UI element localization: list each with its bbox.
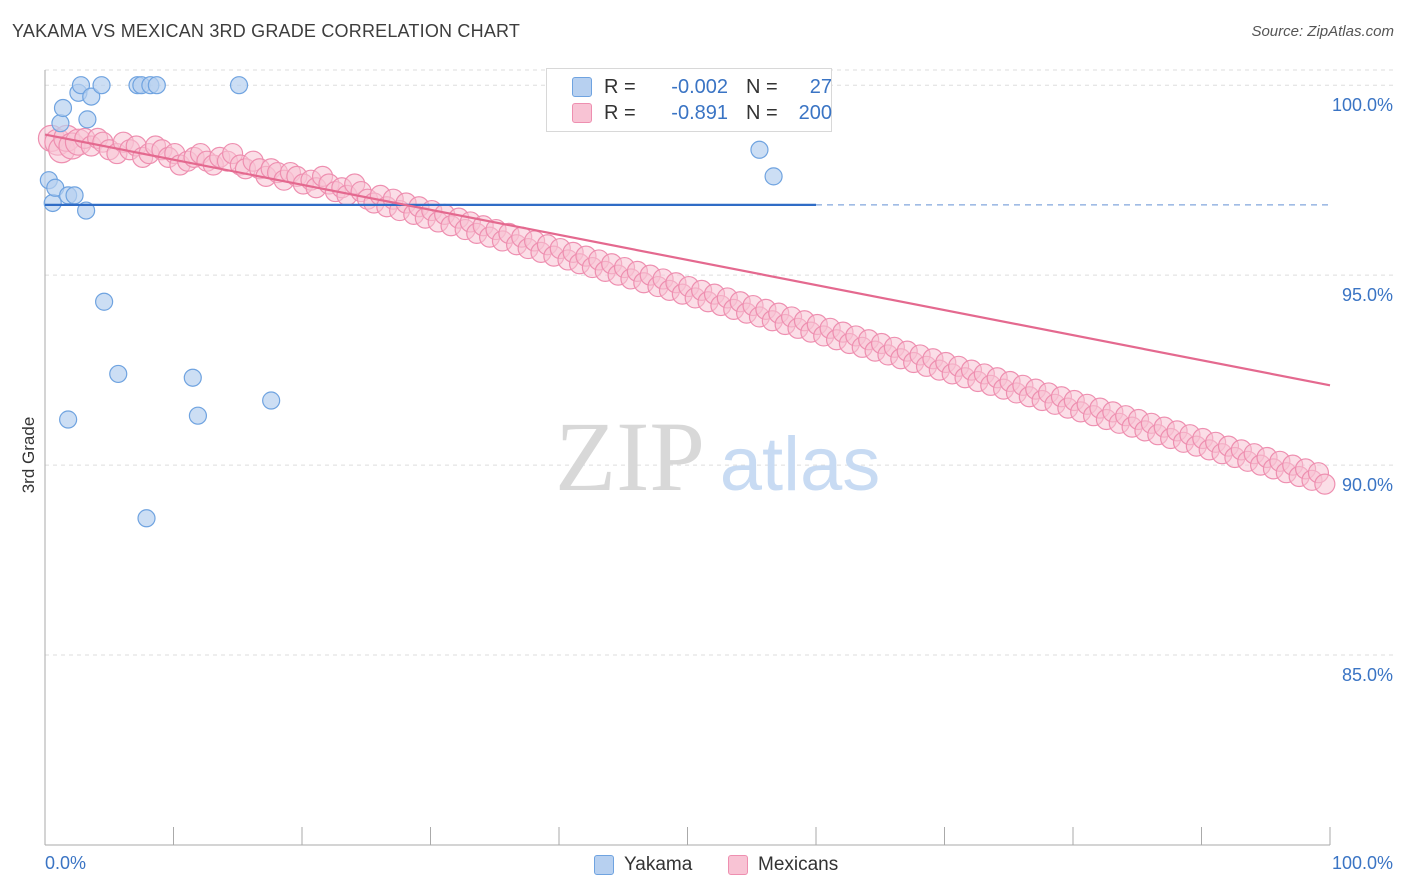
yakama-point xyxy=(95,292,114,311)
legend-r-label: R = xyxy=(604,101,636,124)
x-tick-label: 100.0% xyxy=(1332,853,1393,873)
legend-row-mexicans: R = -0.891 N = 200 xyxy=(547,100,832,126)
yakama-point xyxy=(147,76,166,95)
yakama-point xyxy=(77,201,96,220)
y-tick-label: 100.0% xyxy=(1332,95,1393,115)
yakama-point xyxy=(65,186,84,205)
yakama-point xyxy=(71,76,91,95)
bottom-legend-label-mexicans: Mexicans xyxy=(758,854,839,875)
legend-swatch-yakama xyxy=(572,77,592,97)
mexicans-point xyxy=(1314,473,1336,495)
yakama-point xyxy=(53,98,73,118)
yakama-point xyxy=(109,364,128,384)
yakama-point xyxy=(43,193,62,213)
legend-r-label: R = xyxy=(604,75,636,98)
bottom-swatch-mexicans xyxy=(728,855,748,875)
y-tick-label: 90.0% xyxy=(1342,475,1393,495)
legend-n-label: N = xyxy=(746,75,778,98)
yakama-point xyxy=(59,410,78,429)
yakama-point xyxy=(78,110,97,129)
legend-swatch-mexicans xyxy=(572,103,592,123)
trend-lines xyxy=(44,133,1331,387)
stats-legend: R = -0.002 N = 27 R = -0.891 N = 200 xyxy=(546,68,832,132)
tick-labels: 85.0% 90.0% 95.0% 100.0% 0.0% 100.0% xyxy=(45,95,1393,873)
yakama-point xyxy=(183,368,202,387)
yakama-points xyxy=(39,76,783,528)
legend-r-value: -0.891 xyxy=(671,101,728,124)
bottom-swatch-yakama xyxy=(594,855,614,875)
bottom-legend-mexicans: Mexicans xyxy=(728,851,838,879)
legend-row-yakama: R = -0.002 N = 27 xyxy=(547,74,832,100)
yakama-point xyxy=(82,87,101,106)
y-tick-label: 85.0% xyxy=(1342,665,1393,685)
yakama-point xyxy=(137,509,156,528)
yakama-point xyxy=(262,391,281,410)
yakama-point xyxy=(51,114,70,133)
yakama-point xyxy=(92,76,111,95)
bottom-legend-label-yakama: Yakama xyxy=(624,854,693,875)
yakama-point xyxy=(229,76,249,95)
watermark: ZIP atlas xyxy=(555,401,880,512)
y-tick-label: 95.0% xyxy=(1342,285,1393,305)
bottom-legend-yakama: Yakama xyxy=(594,851,692,879)
watermark-zip: ZIP xyxy=(555,401,705,512)
chart-source: Source: ZipAtlas.com xyxy=(1251,23,1394,40)
watermark-atlas: atlas xyxy=(720,422,881,507)
yakama-point xyxy=(764,167,783,186)
chart-title: YAKAMA VS MEXICAN 3RD GRADE CORRELATION … xyxy=(12,21,521,41)
legend-n-value: 27 xyxy=(809,75,832,98)
yakama-point xyxy=(188,406,208,425)
mexicans-trend-line xyxy=(44,133,1331,387)
legend-r-value: -0.002 xyxy=(671,75,728,98)
legend-n-value: 200 xyxy=(798,101,832,124)
mexicans-points xyxy=(37,124,1336,495)
legend-n-label: N = xyxy=(746,101,778,124)
yakama-point xyxy=(750,140,769,159)
y-axis-label: 3rd Grade xyxy=(19,416,38,494)
x-tick-label: 0.0% xyxy=(45,853,86,873)
